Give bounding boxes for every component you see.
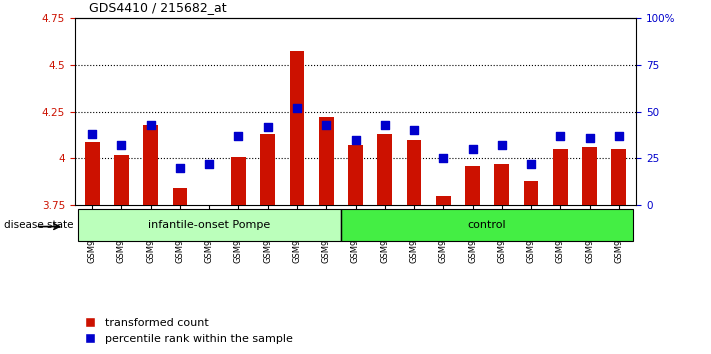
Point [467,146,479,152]
Point [613,133,624,139]
Bar [289,51,304,205]
Bar [348,145,363,205]
Bar [465,166,480,205]
Text: control: control [468,220,506,230]
Text: GDS4410 / 215682_at: GDS4410 / 215682_at [89,1,227,14]
Point [232,133,244,139]
Bar [582,147,597,205]
Point [145,122,156,127]
Bar [319,117,333,205]
Point [292,105,303,110]
Point [525,161,537,167]
Bar [378,134,392,205]
Bar [144,125,158,205]
Bar [407,140,422,205]
Text: disease state: disease state [4,220,73,230]
Bar [173,188,187,205]
Bar [611,149,626,205]
Bar [77,209,341,241]
Bar [202,205,217,207]
Bar [260,134,275,205]
Bar [436,196,451,205]
Point [174,165,186,171]
Point [350,137,361,142]
Bar [494,164,509,205]
Point [203,161,215,167]
Point [116,142,127,148]
Point [496,142,508,148]
Point [584,135,595,141]
Point [321,122,332,127]
Point [555,133,566,139]
Point [437,156,449,161]
Bar [524,181,538,205]
Legend: transformed count, percentile rank within the sample: transformed count, percentile rank withi… [80,314,297,348]
Point [379,122,390,127]
Bar [85,142,100,205]
Bar [114,155,129,205]
Bar [341,209,634,241]
Bar [553,149,567,205]
Text: infantile-onset Pompe: infantile-onset Pompe [148,220,270,230]
Bar [231,156,246,205]
Point [262,124,274,129]
Point [87,131,98,137]
Point [408,127,419,133]
